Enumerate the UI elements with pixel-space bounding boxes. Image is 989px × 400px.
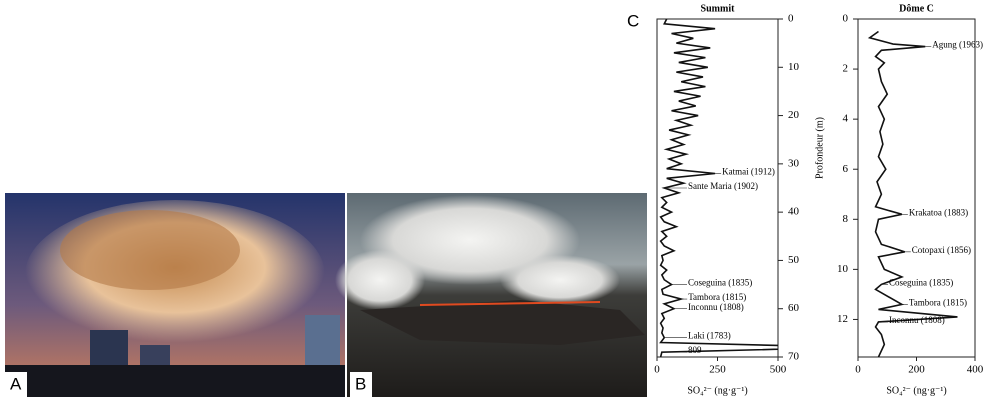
annotation: Agung (1963) [932, 40, 983, 50]
y-tick-label: 8 [843, 213, 849, 225]
photo-a [5, 193, 345, 397]
x-axis-label: SO₄²⁻ (ng·g⁻¹) [886, 385, 946, 396]
annotation: Inconnu (1808) [889, 315, 945, 325]
x-tick-label: 400 [967, 364, 984, 376]
y-tick-label: 20 [788, 109, 800, 121]
annotation: Tambora (1815) [909, 297, 967, 307]
x-tick-label: 200 [908, 364, 925, 376]
chart-title: Summit [701, 3, 736, 14]
figure: A B C Summit0102030405060700250500SO₄²⁻ … [0, 0, 989, 400]
annotation: Coseguina (1835) [889, 277, 953, 287]
annotation: Katmai (1912) [722, 167, 775, 177]
panel-label: C [627, 11, 639, 30]
y-tick-label: 30 [788, 157, 800, 169]
annotation: Laki (1783) [688, 331, 731, 341]
photo-b [335, 193, 647, 397]
x-tick-label: 250 [709, 364, 726, 376]
y-tick-label: 10 [837, 263, 849, 275]
y-tick-label: 12 [837, 313, 848, 325]
figure-canvas: A B C Summit0102030405060700250500SO₄²⁻ … [0, 0, 989, 400]
y-tick-label: 2 [843, 63, 849, 75]
annotation: Inconnu (1808) [688, 302, 744, 312]
panel-label: B [355, 374, 366, 393]
panel-label: A [10, 374, 22, 393]
so4-trace [870, 32, 958, 357]
x-tick-label: 0 [855, 364, 861, 376]
annotation: Cotopaxi (1856) [912, 245, 971, 255]
y-tick-label: 60 [788, 302, 800, 314]
annotation: Krakatoa (1883) [909, 207, 968, 217]
y-tick-label: 50 [788, 254, 800, 266]
annotation: Tambora (1815) [688, 292, 746, 302]
y-tick-label: 0 [843, 13, 849, 25]
y-tick-label: 4 [843, 113, 849, 125]
y-axis-label: Profondeur (m) [814, 117, 825, 179]
y-tick-label: 70 [788, 351, 800, 363]
y-tick-label: 0 [788, 13, 794, 25]
y-tick-label: 10 [788, 61, 800, 73]
annotation: Sante Maria (1902) [688, 181, 758, 191]
x-axis-label: SO₄²⁻ (ng·g⁻¹) [687, 385, 747, 396]
x-tick-label: 500 [770, 364, 787, 376]
y-tick-label: 40 [788, 206, 800, 218]
y-tick-label: 6 [843, 163, 849, 175]
annotation: 809 [688, 345, 702, 355]
x-tick-label: 0 [654, 364, 660, 376]
chart-title: Dôme C [899, 3, 934, 14]
annotation: Coseguina (1835) [688, 278, 752, 288]
